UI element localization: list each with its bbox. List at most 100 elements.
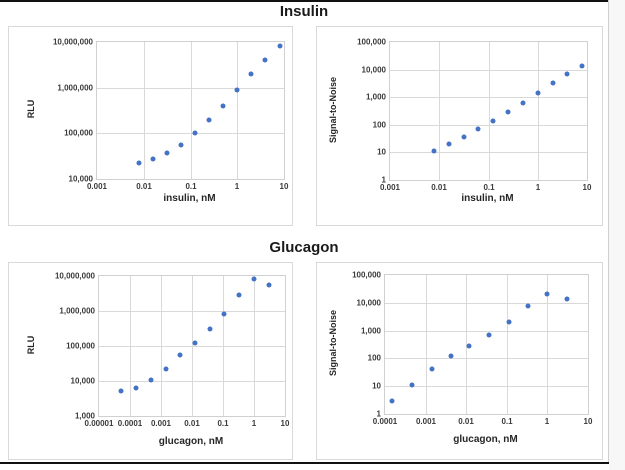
section-title-insulin: Insulin [279, 3, 329, 20]
gridline-horizontal [390, 152, 587, 153]
data-point [221, 311, 227, 316]
x-tick-label: 10 [582, 183, 592, 192]
data-point [550, 80, 556, 86]
data-point [262, 57, 268, 63]
data-point [207, 326, 213, 332]
plot-area: 0.001 0.01 0.1 1 10 10,000,000 1,000,000 100,00… [53, 38, 289, 192]
x-tick-label: 0.0001 [372, 417, 398, 426]
gridline-horizontal [390, 97, 587, 98]
gridline-horizontal [385, 386, 588, 387]
gridline-vertical [507, 275, 508, 414]
data-point [148, 377, 153, 383]
data-point [564, 71, 570, 77]
data-point [431, 148, 437, 154]
y-tick-label: 10,000,000 [54, 271, 95, 281]
data-point [192, 130, 198, 136]
x-tick-label: 10 [280, 419, 290, 428]
plot-area: 0.001 0.01 0.1 1 10 100,000 10,000 1,000 100 10 1 [357, 38, 591, 193]
gridline-vertical [144, 42, 145, 179]
x-tick-label: 0.01 [136, 182, 152, 191]
gridline-horizontal [99, 311, 285, 312]
top-page-rule [0, 0, 608, 2]
y-tick-label: 1,000,000 [59, 306, 95, 316]
data-point [164, 150, 170, 155]
data-point [251, 276, 257, 282]
x-tick-label: 1 [535, 183, 541, 192]
data-point [429, 366, 434, 372]
x-tick-label: 0.01 [184, 419, 200, 428]
data-point [520, 100, 526, 106]
plot-area: 0.00001 0.0001 0.001 0.01 0.1 1 10 10,000,000 1,… [55, 272, 290, 429]
y-tick-label: 1 [376, 409, 381, 419]
gridline-vertical [191, 42, 192, 179]
data-point [448, 353, 453, 359]
x-tick-label: 10 [279, 182, 289, 191]
gridline-vertical [426, 275, 427, 414]
y-tick-label: 100 [367, 353, 381, 363]
section-title-glucagon: Glucagon [269, 239, 339, 256]
data-point [486, 332, 492, 338]
x-tick-label: 1 [544, 417, 550, 426]
x-axis-title: glucagon, nM [453, 434, 518, 445]
x-tick-label: 0.00001 [84, 419, 114, 428]
y-tick-label: 1 [381, 175, 386, 185]
data-point [446, 141, 452, 147]
data-point [248, 71, 254, 77]
gridline-vertical [547, 275, 548, 414]
x-tick-label: 0.001 [379, 183, 401, 192]
x-tick-label: 0.01 [458, 417, 474, 426]
data-point [220, 103, 226, 109]
y-tick-label: 1,000,000 [57, 83, 93, 93]
y-tick-label: 100,000 [352, 270, 381, 280]
x-tick-label: 0.1 [185, 182, 197, 191]
y-tick-label: 10,000 [68, 174, 93, 184]
gridline-horizontal [390, 125, 587, 126]
gridline-vertical [489, 42, 490, 180]
page-edge-strip [609, 0, 625, 470]
data-point [136, 160, 142, 166]
y-tick-label: 1,000 [360, 326, 381, 336]
x-axis-title: glucagon, nM [158, 436, 224, 447]
data-point [535, 90, 541, 96]
x-axis-title: insulin, nM [163, 193, 216, 204]
data-point [579, 63, 585, 69]
y-tick-label: 100 [372, 120, 386, 130]
y-axis-title: RLU [26, 335, 36, 355]
data-point [475, 126, 481, 132]
x-tick-label: 0.001 [415, 417, 437, 426]
data-point [178, 142, 184, 147]
gridline-horizontal [385, 331, 588, 332]
x-tick-label: 1 [234, 182, 240, 191]
y-tick-label: 10,000 [356, 298, 381, 308]
data-point [177, 352, 183, 358]
chart-panel-glucagon-stn: Signal-to-Noise 0.0001 0.001 0.01 0.1 1 10 100… [316, 262, 603, 460]
data-point [163, 366, 168, 372]
gridline-vertical [439, 42, 440, 180]
y-tick-label: 1,000 [365, 92, 386, 102]
x-tick-label: 0.1 [483, 183, 495, 192]
x-tick-label: 10 [583, 417, 593, 426]
plot-area: 0.0001 0.001 0.01 0.1 1 10 100,000 10,000 1,000 1… [352, 271, 592, 427]
x-tick-label: 0.001 [150, 419, 172, 428]
y-tick-label: 10 [372, 381, 381, 391]
data-point [564, 296, 570, 302]
gridline-horizontal [385, 303, 588, 304]
x-tick-label: 0.01 [431, 183, 447, 192]
data-point [206, 117, 212, 123]
data-point [461, 134, 467, 140]
x-tick-label: 1 [251, 419, 257, 428]
x-tick-label: 0.1 [501, 417, 513, 426]
chart-panel-glucagon-rlu: RLU 0.00001 0.0001 0.001 0.01 0.1 1 10 10,000,0… [8, 262, 293, 460]
x-tick-label: 0.001 [86, 182, 108, 191]
data-point [118, 388, 124, 394]
gridline-horizontal [390, 70, 587, 71]
y-tick-label: 10,000 [70, 376, 95, 386]
y-tick-label: 100,000 [64, 128, 93, 138]
data-point [525, 303, 531, 309]
y-axis-title: RLU [26, 99, 36, 119]
data-point [409, 382, 415, 388]
y-axis-title: Signal-to-Noise [328, 309, 338, 377]
data-point [133, 385, 138, 391]
data-point [234, 87, 240, 93]
